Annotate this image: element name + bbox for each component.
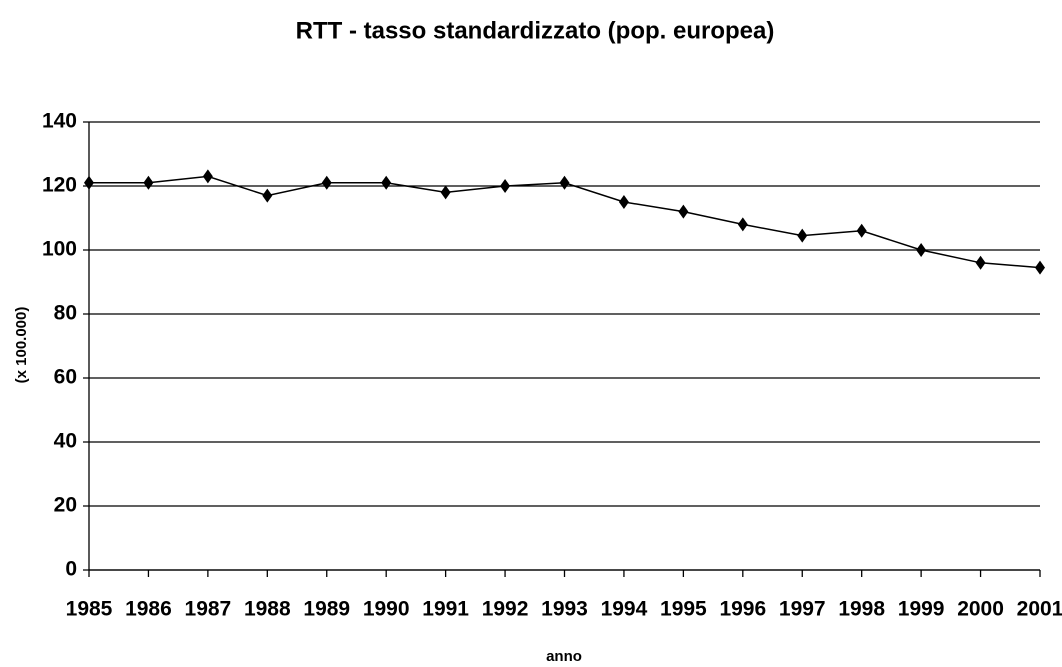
- marker: [262, 188, 273, 203]
- y-tick-label: 100: [42, 238, 77, 261]
- marker: [321, 175, 332, 190]
- marker: [559, 175, 570, 190]
- x-tick-label: 1999: [898, 598, 945, 621]
- data-line: [89, 175, 1041, 269]
- x-tick-label: 1986: [125, 598, 172, 621]
- y-tick-label: 140: [42, 110, 77, 133]
- marker: [797, 228, 808, 243]
- marker: [856, 223, 867, 238]
- x-tick-label: 1995: [660, 598, 707, 621]
- marker: [440, 185, 451, 200]
- marker: [143, 175, 154, 190]
- x-tick-label: 1996: [719, 598, 766, 621]
- x-tick-label: 1990: [363, 598, 410, 621]
- marker: [84, 175, 94, 190]
- y-tick-label: 20: [54, 494, 77, 517]
- marker: [975, 255, 986, 270]
- y-tick-label: 60: [54, 366, 77, 389]
- y-tick-label: 80: [54, 302, 77, 325]
- marker: [737, 217, 748, 232]
- x-tick-label: 1991: [422, 598, 469, 621]
- x-tick-label: 1993: [541, 598, 588, 621]
- y-tick-label: 0: [65, 558, 77, 581]
- chart-title: RTT - tasso standardizzato (pop. europea…: [296, 17, 775, 44]
- y-tick-label: 40: [54, 430, 77, 453]
- x-tick-label: 1987: [185, 598, 232, 621]
- x-tick-label: 1997: [779, 598, 826, 621]
- marker: [618, 195, 629, 209]
- marker: [500, 179, 511, 193]
- y-axis-title: (x 100.000): [13, 307, 30, 384]
- x-tick-label: 1989: [303, 598, 350, 621]
- x-tick-label: 1988: [244, 598, 291, 621]
- x-tick-label: 1992: [482, 598, 529, 621]
- x-tick-label: 1985: [66, 598, 113, 621]
- x-tick-label: 1998: [838, 598, 885, 621]
- marker: [916, 243, 927, 257]
- x-tick-label: 2001: [1017, 598, 1062, 621]
- marker: [678, 204, 689, 219]
- marker: [202, 169, 213, 184]
- marker: [1035, 260, 1045, 275]
- x-tick-label: 1994: [601, 598, 648, 621]
- x-axis-title: anno: [546, 648, 582, 665]
- x-tick-label: 2000: [957, 598, 1004, 621]
- y-tick-label: 120: [42, 174, 77, 197]
- marker: [381, 175, 392, 190]
